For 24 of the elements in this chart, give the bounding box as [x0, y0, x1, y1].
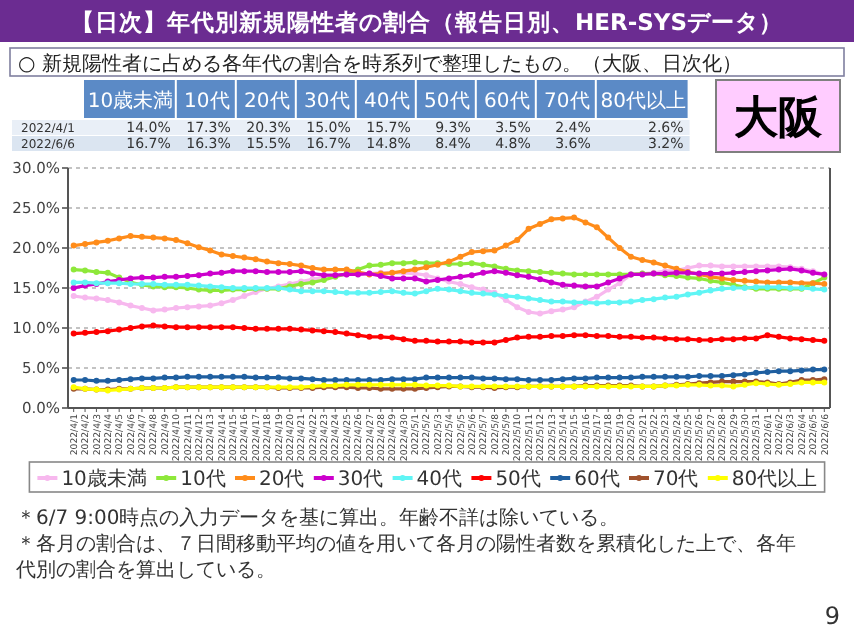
text: 80代以上 — [600, 91, 686, 113]
legend-label: 50代 — [495, 469, 541, 491]
text: ＊6/7 9:00時点の入力データを基に算出。年齢不詳は除いている。 — [16, 506, 620, 530]
text: ＊各月の割合は、７日間移動平均の値を用いて各月の陽性者数を累積化した上で、各年代別の割合を算出している。 — [14, 532, 796, 582]
legend-label: 10歳未満 — [61, 467, 147, 491]
chart-title: 【日次】年代別新規陽性者の割合（報告日別、HER-SYSデータ） — [70, 8, 784, 36]
text: 60代 — [484, 91, 530, 113]
text: 大阪 — [734, 94, 824, 144]
text: 30代 — [304, 91, 350, 113]
legend-label: 70代 — [653, 469, 699, 491]
legend-label: 30代 — [337, 469, 384, 491]
text: 40代 — [364, 91, 410, 113]
legend-label: 20代 — [259, 469, 305, 491]
text: 20代 — [244, 91, 290, 113]
legend-label: 60代 — [574, 469, 620, 491]
legend-label: 80代以上 — [731, 467, 818, 491]
text: 10歳未満 — [87, 91, 174, 113]
chart-subtitle: ○ 新規陽性者に占める各年代の割合を時系列で整理したもの。（大阪、日次化） — [18, 52, 742, 76]
text: 70代 — [544, 91, 590, 113]
text: 10代 — [184, 91, 230, 113]
text: 50代 — [424, 91, 470, 113]
legend-label: 10代 — [180, 469, 226, 491]
legend-label: 40代 — [416, 469, 463, 491]
text: 9 — [824, 602, 840, 630]
